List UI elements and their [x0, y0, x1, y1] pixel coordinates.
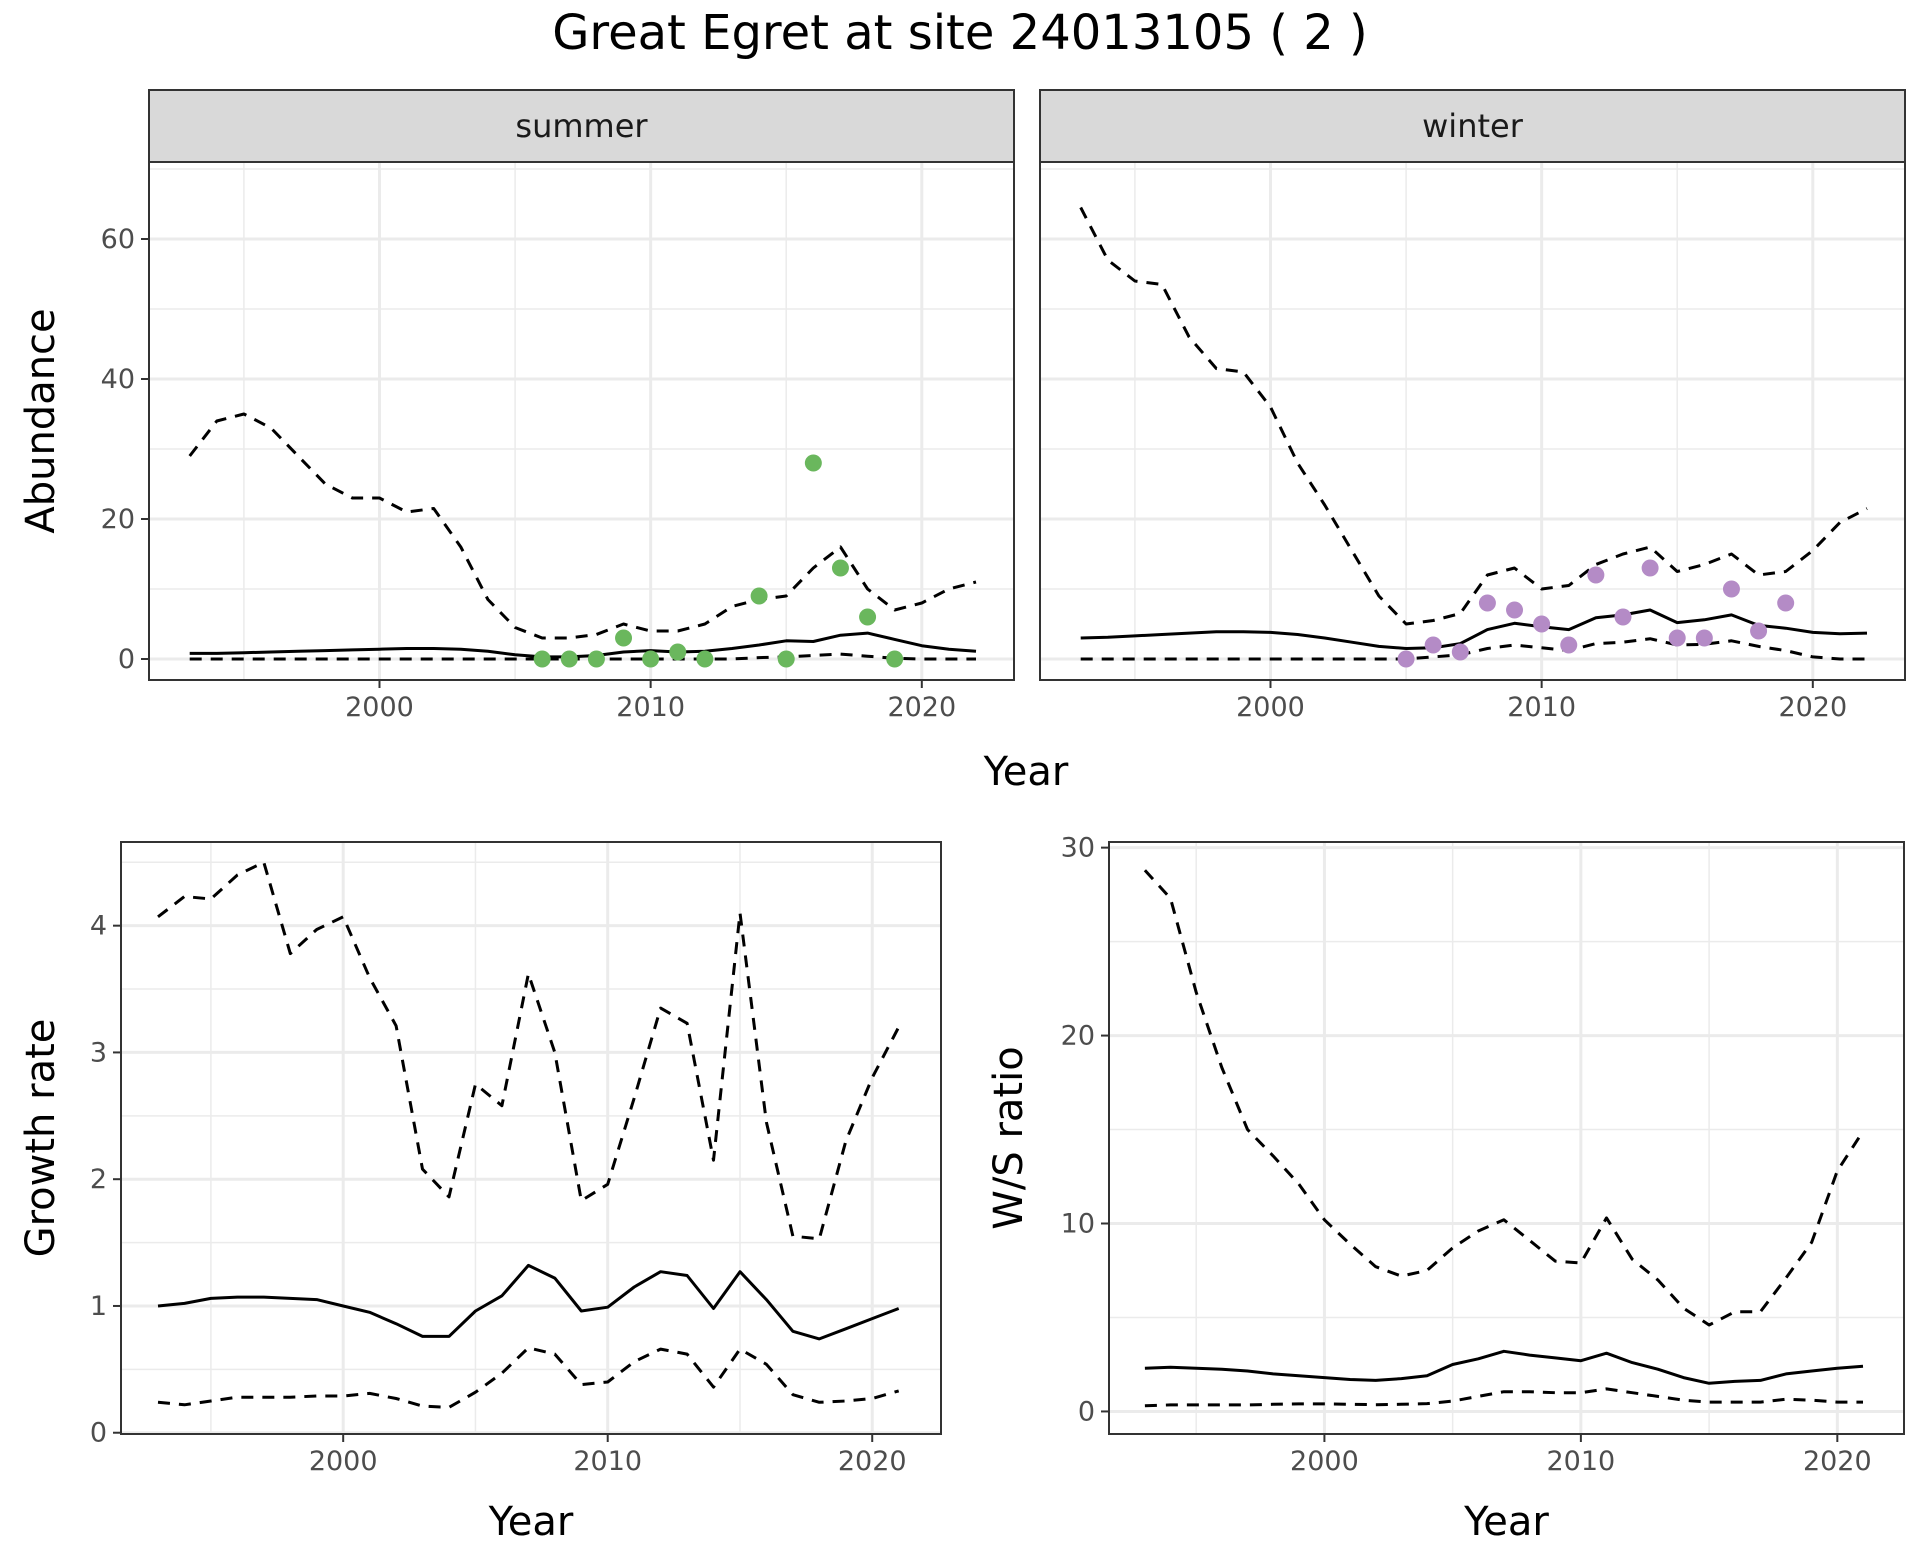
panel1-data-point: [669, 643, 687, 661]
panel2-data-point: [1451, 643, 1469, 661]
panel3-y-tick-label: 1: [90, 1291, 107, 1322]
panel1-x-tick-label: 2000: [345, 692, 414, 723]
panel4-border: [1108, 841, 1905, 1435]
panel1-data-point: [750, 587, 768, 605]
panel1-strip-label: summer: [515, 107, 648, 145]
panel1-data-point: [533, 650, 551, 668]
panel4-y-tick-label: 30: [1061, 833, 1095, 864]
panel2-data-point: [1533, 615, 1551, 633]
panel2-strip-label: winter: [1422, 107, 1524, 145]
panel3-border: [120, 841, 942, 1435]
panel2-data-point: [1397, 650, 1415, 668]
panel2-data-point: [1641, 559, 1659, 577]
panel1-y-tick-label: 20: [101, 504, 135, 535]
panel1-data-point: [642, 650, 660, 668]
panel3-lower-line: [157, 1346, 900, 1409]
panel2-estimate-line: [1080, 608, 1868, 650]
panel1-y-tick-label: 40: [101, 364, 135, 395]
panel3-y-tick-label: 0: [90, 1418, 107, 1449]
panel1-x-tick-label: 2020: [887, 692, 956, 723]
panel4-x-tick-label: 2010: [1547, 1446, 1616, 1477]
panel1-x-tick-label: 2010: [616, 692, 685, 723]
panel1-data-point: [777, 650, 795, 668]
panel2-x-tick-label: 2010: [1507, 692, 1576, 723]
panel3-y-axis-title: Growth rate: [18, 1019, 64, 1258]
panel2-lower-line: [1080, 637, 1867, 661]
panel4-y-tick-label: 20: [1061, 1021, 1095, 1052]
panel2-x-tick-label: 2020: [1778, 692, 1847, 723]
panel1-data-point: [886, 650, 904, 668]
panel4-lower-line: [1144, 1387, 1863, 1408]
panel4-y-tick-label: 0: [1078, 1396, 1095, 1427]
panel1-y-axis-title: Abundance: [18, 308, 64, 533]
panel1-data-point: [696, 650, 714, 668]
panel2-data-point: [1506, 601, 1524, 619]
panel4-upper-line: [1143, 869, 1865, 1327]
figure-title: Great Egret at site 24013105 ( 2 ): [552, 5, 1368, 61]
panel2-data-point: [1750, 622, 1768, 640]
panel3-estimate-line: [157, 1263, 900, 1341]
panel1-data-point: [587, 650, 605, 668]
facet-x-axis-title: Year: [983, 749, 1069, 795]
panel4-plot: 2000 2010 2020 0 10 20 30 W/S ratio Year: [986, 833, 1905, 1545]
panel3-y-tick-label: 3: [90, 1037, 107, 1068]
panel3-x-tick-label: 2020: [838, 1446, 907, 1477]
panel1-upper-line: [188, 412, 977, 640]
panel2-plot: winter 2000 2010 2020: [1039, 89, 1906, 723]
panel2-strip: [1039, 89, 1906, 163]
panel1-plot: summer 2000 2010 2020 0 20 40 60 Abundance: [18, 89, 1015, 723]
panel3-x-tick-label: 2010: [573, 1446, 642, 1477]
panel3-x-tick-label: 2000: [309, 1446, 378, 1477]
panel1-estimate-line: [189, 631, 977, 659]
panel2-upper-line: [1079, 206, 1868, 626]
panel4-x-tick-label: 2000: [1290, 1446, 1359, 1477]
panel4-x-axis-title: Year: [1463, 1499, 1549, 1545]
panel2-data-point: [1668, 629, 1686, 647]
panel3-upper-line: [157, 860, 901, 1241]
panel2-data-point: [1478, 594, 1496, 612]
panel3-y-tick-label: 4: [90, 911, 107, 942]
panel4-y-axis-title: W/S ratio: [986, 1046, 1032, 1229]
panel1-data-point: [804, 454, 822, 472]
panel3-y-tick-label: 2: [90, 1164, 107, 1195]
panel4-x-tick-label: 2020: [1803, 1446, 1872, 1477]
panel1-y-tick-label: 0: [118, 644, 135, 675]
panel1-y-tick-label: 60: [101, 224, 135, 255]
panel2-data-point: [1695, 629, 1713, 647]
panel1-data-point: [560, 650, 578, 668]
panel2-data-point: [1587, 566, 1605, 584]
panel1-strip: [148, 89, 1015, 163]
panel1-data-point: [831, 559, 849, 577]
panel2-data-point: [1560, 636, 1578, 654]
panel4-y-tick-label: 10: [1061, 1209, 1095, 1240]
panel4-estimate-line: [1144, 1349, 1864, 1385]
panel2-data-point: [1777, 594, 1795, 612]
panel2-data-point: [1614, 608, 1632, 626]
panel1-data-point: [615, 629, 633, 647]
panel2-x-tick-label: 2000: [1236, 692, 1305, 723]
panel1-data-point: [859, 608, 877, 626]
panel2-data-point: [1424, 636, 1442, 654]
panel3-plot: 2000 2010 2020 0 1 2 3 4 Growth rate Year: [18, 841, 942, 1545]
panel2-data-point: [1722, 580, 1740, 598]
panel1-lower-line: [189, 652, 976, 661]
panel3-x-axis-title: Year: [488, 1499, 574, 1545]
